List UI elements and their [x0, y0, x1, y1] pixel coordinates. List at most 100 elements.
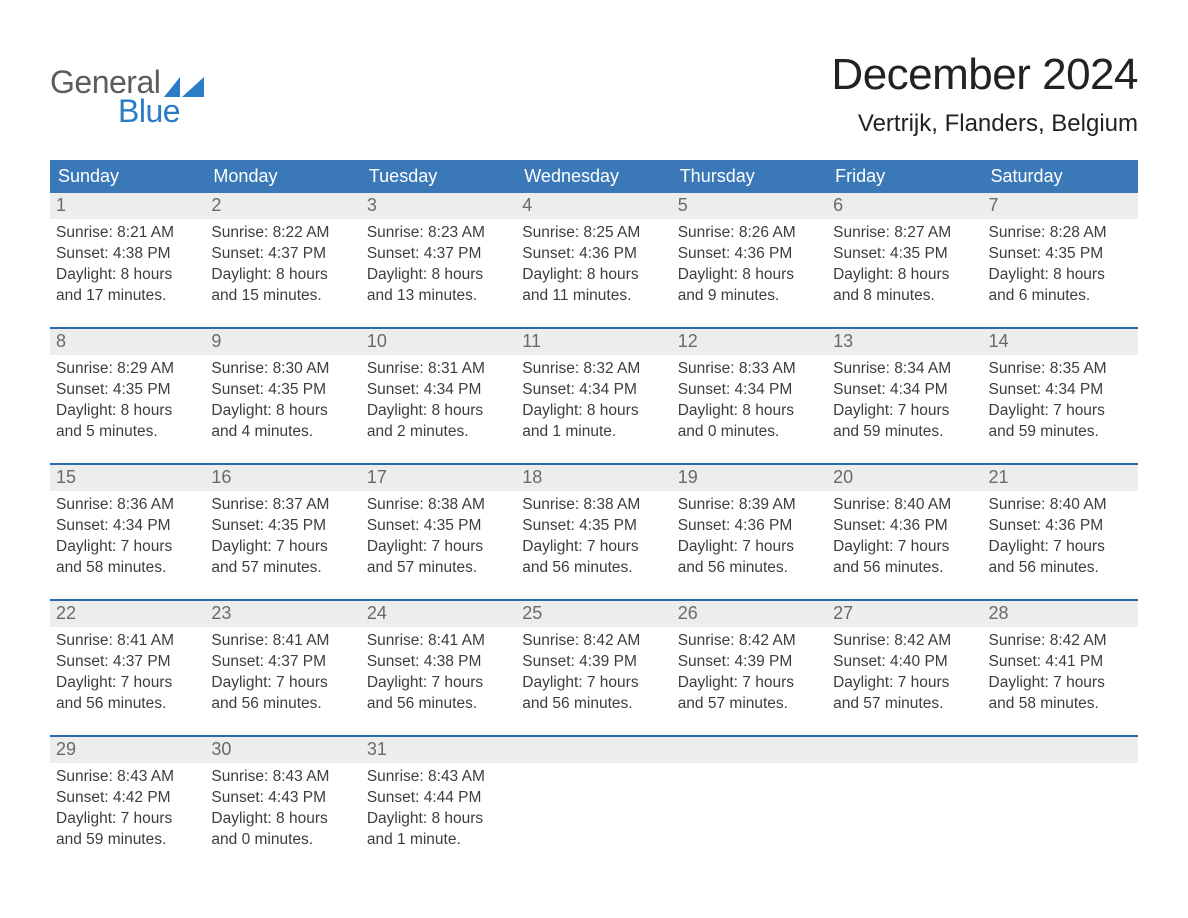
- sunrise-line: Sunrise: 8:42 AM: [522, 631, 665, 652]
- sunset-line: Sunset: 4:34 PM: [367, 380, 510, 401]
- sunrise-line: Sunrise: 8:36 AM: [56, 495, 199, 516]
- calendar-week-row: 22Sunrise: 8:41 AMSunset: 4:37 PMDayligh…: [50, 600, 1138, 736]
- day-number: 4: [516, 193, 671, 219]
- calendar-day-cell: 6Sunrise: 8:27 AMSunset: 4:35 PMDaylight…: [827, 193, 982, 328]
- calendar-day-cell: 11Sunrise: 8:32 AMSunset: 4:34 PMDayligh…: [516, 328, 671, 464]
- sunrise-line: Sunrise: 8:32 AM: [522, 359, 665, 380]
- day-body: [516, 763, 671, 871]
- day-body: Sunrise: 8:41 AMSunset: 4:37 PMDaylight:…: [205, 627, 360, 735]
- day-number: 5: [672, 193, 827, 219]
- sunrise-line: Sunrise: 8:43 AM: [211, 767, 354, 788]
- calendar-day-cell: [827, 736, 982, 871]
- sunrise-line: Sunrise: 8:27 AM: [833, 223, 976, 244]
- day-number: 6: [827, 193, 982, 219]
- sunset-line: Sunset: 4:36 PM: [989, 516, 1132, 537]
- day-number: 14: [983, 329, 1138, 355]
- day-number: 3: [361, 193, 516, 219]
- sunrise-line: Sunrise: 8:21 AM: [56, 223, 199, 244]
- sunrise-line: Sunrise: 8:41 AM: [211, 631, 354, 652]
- day-number: 26: [672, 601, 827, 627]
- calendar-week-row: 8Sunrise: 8:29 AMSunset: 4:35 PMDaylight…: [50, 328, 1138, 464]
- sunrise-line: Sunrise: 8:42 AM: [989, 631, 1132, 652]
- daylight-line: Daylight: 8 hours and 9 minutes.: [678, 265, 821, 307]
- sunrise-line: Sunrise: 8:37 AM: [211, 495, 354, 516]
- day-body: Sunrise: 8:43 AMSunset: 4:43 PMDaylight:…: [205, 763, 360, 871]
- day-number: 24: [361, 601, 516, 627]
- daylight-line: Daylight: 8 hours and 1 minute.: [367, 809, 510, 851]
- daylight-line: Daylight: 8 hours and 5 minutes.: [56, 401, 199, 443]
- calendar-day-cell: 2Sunrise: 8:22 AMSunset: 4:37 PMDaylight…: [205, 193, 360, 328]
- calendar-day-cell: 31Sunrise: 8:43 AMSunset: 4:44 PMDayligh…: [361, 736, 516, 871]
- day-body: Sunrise: 8:36 AMSunset: 4:34 PMDaylight:…: [50, 491, 205, 599]
- day-number-band: [827, 737, 982, 763]
- weekday-header: Thursday: [672, 160, 827, 193]
- day-number: 2: [205, 193, 360, 219]
- calendar-week-row: 29Sunrise: 8:43 AMSunset: 4:42 PMDayligh…: [50, 736, 1138, 871]
- sunset-line: Sunset: 4:37 PM: [211, 652, 354, 673]
- sunset-line: Sunset: 4:35 PM: [211, 516, 354, 537]
- day-body: Sunrise: 8:35 AMSunset: 4:34 PMDaylight:…: [983, 355, 1138, 463]
- calendar-day-cell: 9Sunrise: 8:30 AMSunset: 4:35 PMDaylight…: [205, 328, 360, 464]
- daylight-line: Daylight: 8 hours and 8 minutes.: [833, 265, 976, 307]
- daylight-line: Daylight: 7 hours and 56 minutes.: [989, 537, 1132, 579]
- day-number: 29: [50, 737, 205, 763]
- day-number: 21: [983, 465, 1138, 491]
- day-body: Sunrise: 8:41 AMSunset: 4:37 PMDaylight:…: [50, 627, 205, 735]
- daylight-line: Daylight: 7 hours and 56 minutes.: [367, 673, 510, 715]
- sunset-line: Sunset: 4:34 PM: [56, 516, 199, 537]
- calendar-day-cell: 29Sunrise: 8:43 AMSunset: 4:42 PMDayligh…: [50, 736, 205, 871]
- calendar-day-cell: 1Sunrise: 8:21 AMSunset: 4:38 PMDaylight…: [50, 193, 205, 328]
- daylight-line: Daylight: 7 hours and 56 minutes.: [56, 673, 199, 715]
- sunset-line: Sunset: 4:35 PM: [211, 380, 354, 401]
- day-body: Sunrise: 8:40 AMSunset: 4:36 PMDaylight:…: [983, 491, 1138, 599]
- calendar-week-row: 1Sunrise: 8:21 AMSunset: 4:38 PMDaylight…: [50, 193, 1138, 328]
- logo-flag-icon: [164, 77, 204, 97]
- daylight-line: Daylight: 7 hours and 59 minutes.: [56, 809, 199, 851]
- sunset-line: Sunset: 4:36 PM: [833, 516, 976, 537]
- day-body: Sunrise: 8:43 AMSunset: 4:42 PMDaylight:…: [50, 763, 205, 871]
- sunset-line: Sunset: 4:40 PM: [833, 652, 976, 673]
- calendar-day-cell: 28Sunrise: 8:42 AMSunset: 4:41 PMDayligh…: [983, 600, 1138, 736]
- daylight-line: Daylight: 8 hours and 17 minutes.: [56, 265, 199, 307]
- daylight-line: Daylight: 7 hours and 56 minutes.: [833, 537, 976, 579]
- weekday-header: Saturday: [983, 160, 1138, 193]
- day-body: Sunrise: 8:42 AMSunset: 4:41 PMDaylight:…: [983, 627, 1138, 735]
- sunset-line: Sunset: 4:37 PM: [211, 244, 354, 265]
- weekday-header: Friday: [827, 160, 982, 193]
- sunrise-line: Sunrise: 8:42 AM: [678, 631, 821, 652]
- day-number-band: [983, 737, 1138, 763]
- day-number: 15: [50, 465, 205, 491]
- sunset-line: Sunset: 4:38 PM: [367, 652, 510, 673]
- daylight-line: Daylight: 7 hours and 57 minutes.: [678, 673, 821, 715]
- calendar-page: General Blue December 2024 Vertrijk, Fla…: [0, 0, 1188, 918]
- day-number: 9: [205, 329, 360, 355]
- day-body: Sunrise: 8:38 AMSunset: 4:35 PMDaylight:…: [516, 491, 671, 599]
- day-body: Sunrise: 8:26 AMSunset: 4:36 PMDaylight:…: [672, 219, 827, 327]
- sunset-line: Sunset: 4:41 PM: [989, 652, 1132, 673]
- calendar-day-cell: [672, 736, 827, 871]
- calendar-day-cell: 20Sunrise: 8:40 AMSunset: 4:36 PMDayligh…: [827, 464, 982, 600]
- day-number-band: [672, 737, 827, 763]
- day-number: 17: [361, 465, 516, 491]
- day-number: 25: [516, 601, 671, 627]
- day-body: Sunrise: 8:42 AMSunset: 4:39 PMDaylight:…: [516, 627, 671, 735]
- calendar-day-cell: 14Sunrise: 8:35 AMSunset: 4:34 PMDayligh…: [983, 328, 1138, 464]
- daylight-line: Daylight: 7 hours and 59 minutes.: [989, 401, 1132, 443]
- daylight-line: Daylight: 7 hours and 58 minutes.: [989, 673, 1132, 715]
- sunset-line: Sunset: 4:34 PM: [989, 380, 1132, 401]
- day-body: [827, 763, 982, 871]
- daylight-line: Daylight: 7 hours and 57 minutes.: [367, 537, 510, 579]
- sunset-line: Sunset: 4:35 PM: [56, 380, 199, 401]
- day-number: 12: [672, 329, 827, 355]
- day-body: Sunrise: 8:30 AMSunset: 4:35 PMDaylight:…: [205, 355, 360, 463]
- day-number: 31: [361, 737, 516, 763]
- sunset-line: Sunset: 4:35 PM: [367, 516, 510, 537]
- daylight-line: Daylight: 8 hours and 1 minute.: [522, 401, 665, 443]
- topbar: General Blue December 2024 Vertrijk, Fla…: [50, 50, 1138, 138]
- daylight-line: Daylight: 8 hours and 2 minutes.: [367, 401, 510, 443]
- calendar-day-cell: 13Sunrise: 8:34 AMSunset: 4:34 PMDayligh…: [827, 328, 982, 464]
- day-number: 28: [983, 601, 1138, 627]
- daylight-line: Daylight: 8 hours and 13 minutes.: [367, 265, 510, 307]
- day-body: Sunrise: 8:31 AMSunset: 4:34 PMDaylight:…: [361, 355, 516, 463]
- day-number: 30: [205, 737, 360, 763]
